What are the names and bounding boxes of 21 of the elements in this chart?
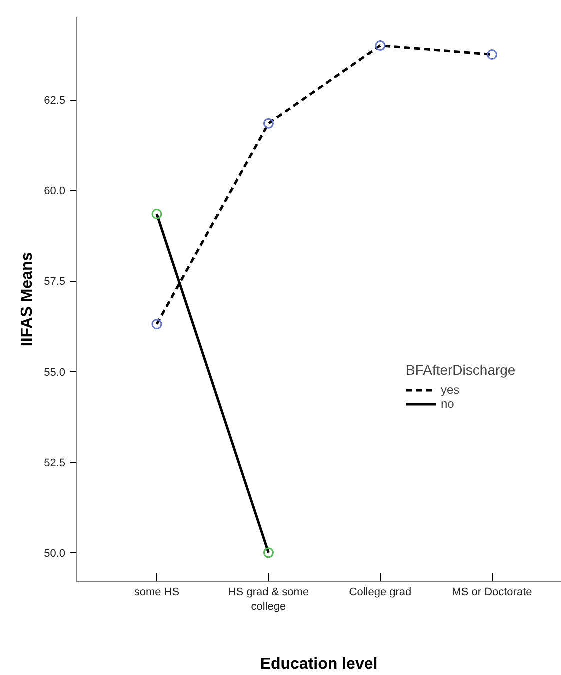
y-tick-label: 52.5 (44, 457, 66, 470)
legend-title: BFAfterDischarge (406, 362, 516, 378)
y-tick-label: 50.0 (44, 548, 66, 560)
y-tick-label: 55.0 (44, 366, 66, 379)
point (263, 548, 274, 558)
y-tick-label: 60.0 (44, 186, 66, 198)
x-tick-label: College grad (349, 586, 412, 598)
point (375, 40, 386, 51)
x-axis-title: Education level (260, 656, 378, 673)
point (486, 50, 498, 60)
point (152, 319, 162, 330)
point (152, 208, 162, 220)
x-tick-label: HS grad & some college (228, 586, 310, 613)
y-axis-title: IIFAS Means (19, 252, 36, 347)
y-tick-label: 62.5 (44, 95, 66, 108)
legend-label: yes (441, 383, 461, 397)
x-tick-label: MS or Doctorate (452, 586, 532, 598)
x-tick-label: some HS (134, 586, 180, 598)
point (263, 118, 274, 129)
y-tick-label: 57.5 (44, 276, 66, 288)
legend-label: no (441, 397, 456, 411)
